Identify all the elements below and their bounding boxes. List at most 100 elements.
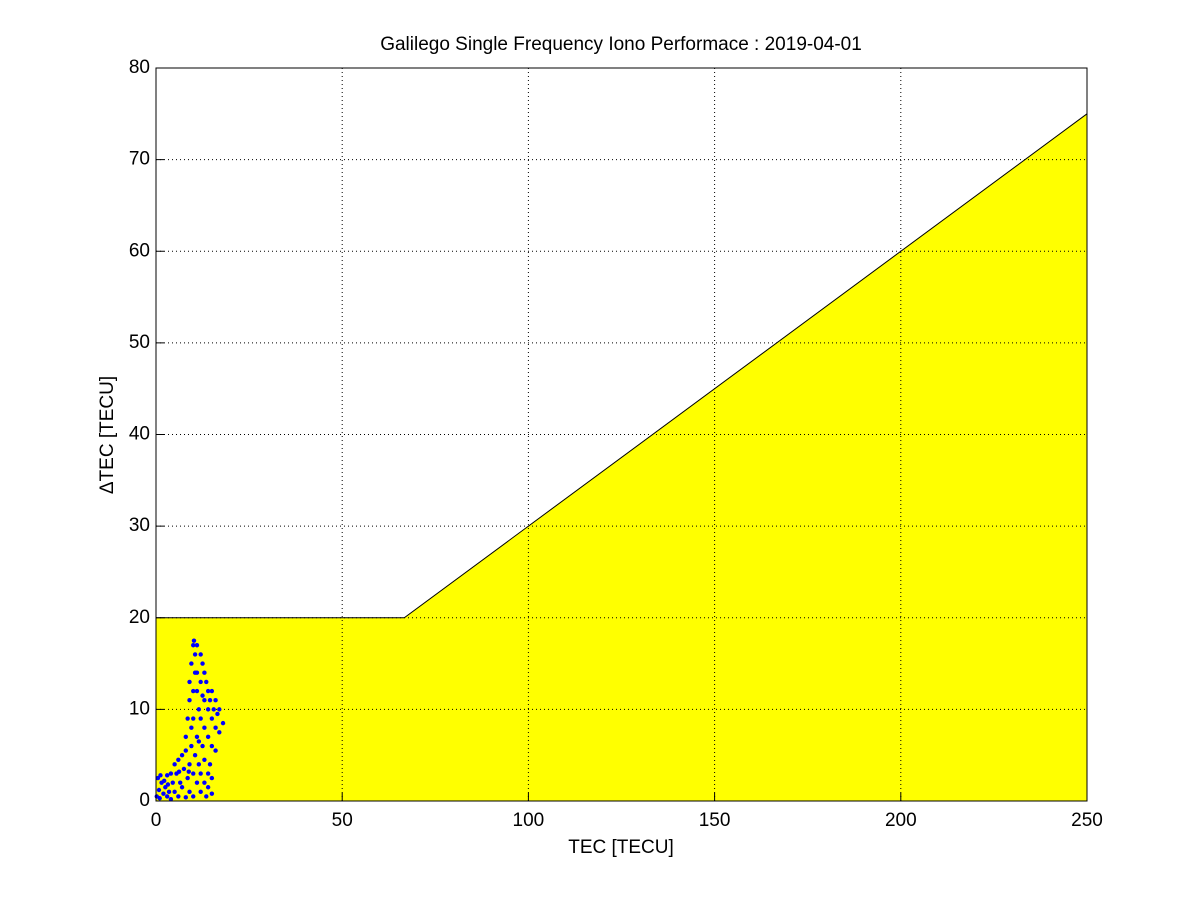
y-tick-label: 20 xyxy=(129,607,150,628)
data-point xyxy=(196,762,202,767)
data-point xyxy=(166,789,172,795)
data-point xyxy=(191,638,197,643)
data-point xyxy=(156,787,162,793)
data-point xyxy=(202,757,207,762)
data-point xyxy=(155,775,161,781)
y-tick-label: 40 xyxy=(129,424,150,445)
data-point xyxy=(209,716,215,721)
data-point xyxy=(187,789,192,795)
data-point xyxy=(158,773,163,778)
data-point xyxy=(204,794,209,799)
y-tick-label: 30 xyxy=(129,515,150,536)
data-point xyxy=(181,766,187,772)
data-point xyxy=(209,688,215,694)
data-point xyxy=(164,794,170,799)
y-tick-label: 50 xyxy=(129,332,150,353)
data-point xyxy=(185,775,190,781)
data-point xyxy=(191,794,196,799)
data-point xyxy=(194,688,200,694)
data-point xyxy=(196,739,202,744)
data-point xyxy=(202,670,207,675)
data-point xyxy=(183,748,188,753)
data-point xyxy=(176,794,181,799)
x-tick-label: 50 xyxy=(332,810,353,831)
y-tick-label: 60 xyxy=(129,240,150,261)
y-axis-label: ΔTEC [TECU] xyxy=(97,376,118,494)
data-point xyxy=(213,748,218,753)
data-point xyxy=(168,771,174,776)
data-point xyxy=(207,762,213,767)
y-tick-label: 80 xyxy=(129,57,150,78)
data-point xyxy=(207,698,213,703)
data-point xyxy=(202,698,207,703)
x-tick-label: 150 xyxy=(699,810,731,831)
x-axis-label: TEC [TECU] xyxy=(568,837,674,858)
data-point xyxy=(194,780,200,785)
data-point xyxy=(192,670,198,675)
data-point xyxy=(213,725,218,730)
data-point xyxy=(161,778,167,784)
data-point xyxy=(205,688,211,694)
data-point xyxy=(209,743,215,749)
data-point xyxy=(205,707,211,712)
threshold-area xyxy=(156,113,1087,801)
data-point xyxy=(192,752,198,758)
data-point xyxy=(154,794,159,799)
x-tick-label: 0 xyxy=(151,810,162,831)
data-point xyxy=(178,780,183,785)
data-point xyxy=(198,716,203,721)
chart-title: Galilego Single Frequency Iono Performac… xyxy=(380,34,862,55)
data-point xyxy=(168,796,174,802)
data-point xyxy=(191,716,196,721)
data-point xyxy=(198,771,203,776)
data-point xyxy=(220,720,226,726)
data-point xyxy=(172,762,177,767)
data-point xyxy=(205,771,211,776)
data-point xyxy=(187,762,192,767)
data-point xyxy=(200,743,205,749)
data-point xyxy=(191,771,196,776)
data-point xyxy=(205,734,211,740)
data-point xyxy=(200,661,205,666)
data-point xyxy=(179,785,185,790)
data-point xyxy=(209,791,215,796)
x-tick-label: 250 xyxy=(1071,810,1103,831)
data-point xyxy=(200,693,205,698)
data-point xyxy=(192,652,198,657)
data-point xyxy=(204,679,209,685)
data-point xyxy=(215,711,220,717)
data-point xyxy=(202,725,207,730)
data-point xyxy=(172,789,177,795)
data-point xyxy=(198,652,203,657)
data-point xyxy=(161,791,166,796)
data-point xyxy=(217,707,222,712)
data-point xyxy=(191,688,196,694)
plot-frame xyxy=(155,67,1088,802)
data-point xyxy=(217,730,222,735)
data-point xyxy=(183,795,188,800)
data-point xyxy=(170,780,175,785)
data-point xyxy=(191,643,196,648)
data-point xyxy=(194,643,200,648)
data-point xyxy=(198,789,203,795)
data-point xyxy=(209,775,215,781)
data-point xyxy=(189,725,194,730)
data-point xyxy=(198,679,203,685)
y-tick-label: 0 xyxy=(139,790,150,811)
data-point xyxy=(205,785,211,790)
data-point xyxy=(187,698,192,703)
data-point xyxy=(194,734,200,740)
data-point xyxy=(165,782,171,787)
data-point xyxy=(164,773,170,778)
data-point xyxy=(202,780,207,785)
data-point xyxy=(179,752,185,758)
y-tick-label: 70 xyxy=(129,149,150,170)
data-point xyxy=(163,785,168,790)
data-point xyxy=(189,743,194,749)
data-point xyxy=(196,707,202,712)
data-point xyxy=(176,769,182,774)
data-point xyxy=(183,734,188,740)
y-tick-label: 10 xyxy=(129,698,150,719)
data-point xyxy=(189,661,194,666)
x-tick-label: 200 xyxy=(885,810,917,831)
